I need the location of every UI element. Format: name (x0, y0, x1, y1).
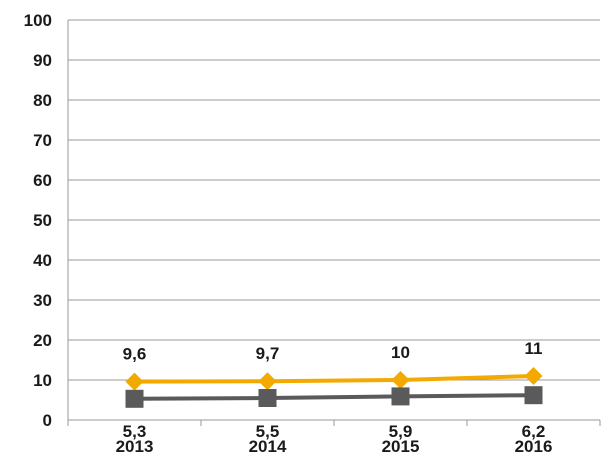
y-tick-label: 90 (33, 51, 52, 70)
y-tick-label: 10 (33, 371, 52, 390)
axes (67, 20, 601, 426)
series (125, 367, 543, 408)
grid-lines (68, 19, 600, 381)
data-point-diamond (391, 371, 410, 389)
y-tick-label: 60 (33, 171, 52, 190)
data-label: 9,7 (256, 344, 280, 363)
data-label: 5,5 (256, 422, 280, 441)
data-labels: 9,6 9,7 10 11 5,3 5,5 5,9 6,2 (123, 339, 546, 441)
data-label: 9,6 (123, 345, 147, 364)
y-tick-label: 0 (43, 411, 52, 430)
x-tick-label: 2016 (515, 437, 553, 456)
y-tick-label: 40 (33, 251, 52, 270)
data-point-square (258, 389, 277, 407)
y-tick-labels: 0 10 20 30 40 50 60 70 80 90 100 (24, 11, 52, 430)
data-point-diamond (524, 367, 543, 385)
x-tick-label: 2013 (116, 437, 154, 456)
data-label: 11 (525, 339, 543, 358)
y-tick-label: 100 (24, 11, 52, 30)
data-point-diamond (258, 372, 277, 391)
x-tick-label: 2015 (382, 437, 420, 456)
series-line-1 (134, 374, 534, 384)
y-tick-label: 50 (33, 211, 52, 230)
x-tick-label: 2014 (249, 437, 287, 456)
y-tick-label: 30 (33, 291, 52, 310)
y-tick-label: 20 (33, 331, 52, 350)
x-tick-labels: 2013 2014 2015 2016 (116, 437, 553, 456)
y-tick-label: 80 (33, 91, 52, 110)
y-tick-label: 70 (33, 131, 52, 150)
data-point-square (524, 386, 543, 405)
series-line-2 (134, 393, 534, 401)
data-label: 10 (391, 343, 410, 362)
data-point-diamond (125, 372, 144, 391)
data-label: 6,2 (522, 422, 546, 441)
data-label: 5,9 (389, 422, 413, 441)
data-point-square (125, 389, 144, 408)
data-label: 5,3 (123, 422, 147, 441)
data-point-square (391, 387, 410, 406)
